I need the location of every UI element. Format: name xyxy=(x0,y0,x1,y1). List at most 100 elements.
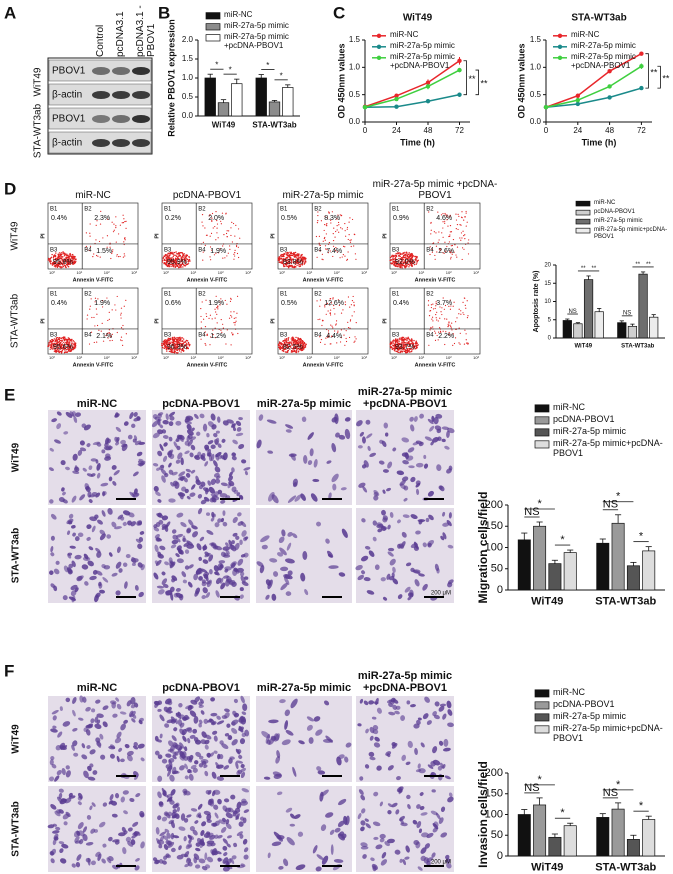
event-dot xyxy=(337,221,340,224)
event-dot xyxy=(230,314,232,317)
event-dot xyxy=(123,253,125,255)
scale-label: 200 μM xyxy=(431,591,451,597)
event-dot xyxy=(176,352,179,354)
chart-title: STA-WT3ab xyxy=(571,13,626,24)
event-dot xyxy=(176,337,179,339)
x-tick-label: 10¹ xyxy=(190,355,196,360)
event-dot xyxy=(324,223,326,226)
legend-label: miR-NC xyxy=(594,200,616,206)
x-axis-label: Time (h) xyxy=(582,137,617,147)
event-dot xyxy=(321,253,324,255)
x-axis-label: Annexin V-FITC xyxy=(187,362,228,368)
event-dot xyxy=(437,211,439,213)
event-dot xyxy=(289,251,291,254)
event-dot xyxy=(343,334,345,336)
event-dot xyxy=(350,304,353,306)
event-dot xyxy=(176,252,178,255)
event-dot xyxy=(463,297,465,299)
event-dot xyxy=(237,332,239,335)
event-dot xyxy=(168,263,171,265)
event-dot xyxy=(176,265,179,267)
significance-label: ** xyxy=(662,74,670,84)
x-tick-label: WiT49 xyxy=(531,862,563,874)
event-dot xyxy=(214,308,216,310)
event-dot xyxy=(230,344,232,346)
x-tick-label: 10⁰ xyxy=(49,355,55,360)
event-dot xyxy=(344,230,346,232)
event-dot xyxy=(432,308,435,310)
x-tick-label: 10² xyxy=(218,355,224,360)
event-dot xyxy=(349,319,352,321)
event-dot xyxy=(67,337,70,339)
legend-swatch xyxy=(534,701,550,710)
bar xyxy=(617,322,627,339)
event-dot xyxy=(397,338,399,340)
event-dot xyxy=(74,256,76,258)
event-dot xyxy=(346,226,349,229)
event-dot xyxy=(61,339,63,342)
event-dot xyxy=(125,333,127,335)
y-axis-label: PI xyxy=(270,233,276,239)
event-dot xyxy=(186,258,189,261)
event-dot xyxy=(338,231,340,233)
quadrant-label: B1 xyxy=(50,292,58,298)
x-axis-label: Annexin V-FITC xyxy=(73,362,114,368)
event-dot xyxy=(467,242,469,244)
event-dot xyxy=(178,254,180,256)
significance-label: * xyxy=(537,774,542,786)
event-dot xyxy=(298,254,300,256)
event-dot xyxy=(61,340,63,343)
significance-bracket xyxy=(463,60,467,96)
event-dot xyxy=(69,260,72,263)
event-dot xyxy=(111,251,114,253)
event-dot xyxy=(173,340,175,343)
event-dot xyxy=(430,326,432,329)
event-dot xyxy=(293,253,295,255)
event-dot xyxy=(461,247,464,249)
event-dot xyxy=(456,317,458,319)
event-dot xyxy=(69,263,72,265)
event-dot xyxy=(175,262,177,265)
event-dot xyxy=(355,338,357,340)
event-dot xyxy=(174,263,176,266)
event-dot xyxy=(173,336,176,339)
event-dot xyxy=(187,341,190,344)
event-dot xyxy=(225,343,227,345)
event-dot xyxy=(300,340,302,342)
event-dot xyxy=(320,338,323,341)
significance-label: ** xyxy=(635,262,640,268)
event-dot xyxy=(180,259,183,262)
event-dot xyxy=(459,237,461,239)
x-tick-label: 10¹ xyxy=(190,270,196,275)
event-dot xyxy=(389,344,392,346)
event-dot xyxy=(231,241,234,243)
event-dot xyxy=(175,251,177,253)
event-dot xyxy=(236,312,238,314)
event-dot xyxy=(404,265,406,268)
point xyxy=(457,92,462,97)
event-dot xyxy=(170,259,172,261)
event-dot xyxy=(66,339,69,342)
event-dot xyxy=(392,342,395,344)
legend-swatch xyxy=(575,218,591,225)
event-dot xyxy=(396,341,398,344)
event-dot xyxy=(437,241,439,244)
event-dot xyxy=(457,228,459,231)
event-dot xyxy=(200,321,202,323)
event-dot xyxy=(334,330,336,332)
event-dot xyxy=(396,265,399,268)
event-dot xyxy=(441,313,443,316)
event-dot xyxy=(69,262,72,264)
event-dot xyxy=(300,254,302,256)
event-dot xyxy=(171,257,173,259)
event-dot xyxy=(167,258,169,260)
legend-label: miR-27a-5p mimic+pcDNA-PBOV1 xyxy=(553,438,663,458)
y-tick-label: 50 xyxy=(491,829,503,841)
x-axis-label: Annexin V-FITC xyxy=(73,277,114,283)
quadrant-label: B4 xyxy=(84,332,92,338)
event-dot xyxy=(326,225,328,227)
event-dot xyxy=(161,261,164,263)
y-axis-label: PI xyxy=(40,318,46,324)
event-dot xyxy=(331,325,333,327)
band xyxy=(132,91,150,99)
